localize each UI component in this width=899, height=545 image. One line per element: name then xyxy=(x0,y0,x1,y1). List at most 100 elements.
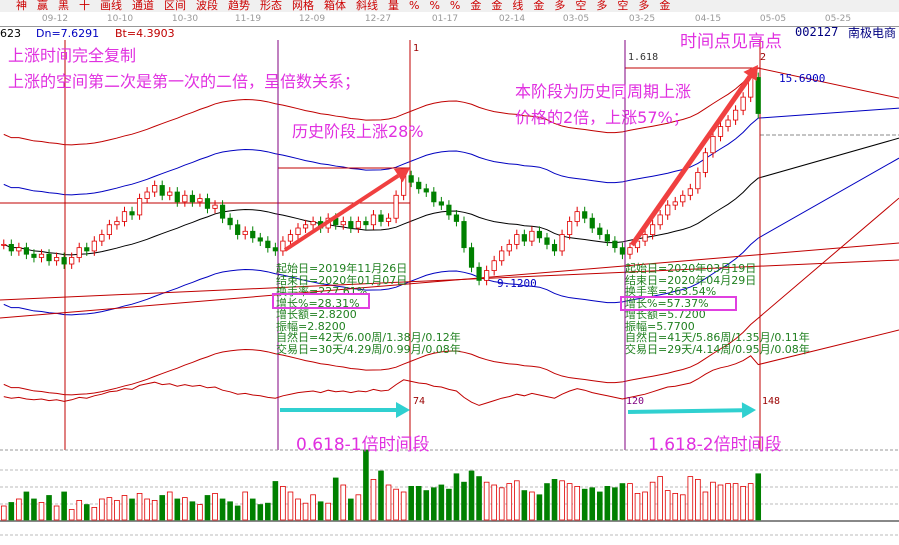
candle xyxy=(657,214,663,226)
candle xyxy=(484,270,490,281)
marker-1: 1 xyxy=(413,43,420,54)
volume-bar xyxy=(642,491,648,521)
volume-bar xyxy=(31,498,37,521)
stat-start: 起始日=2020年03月19日 xyxy=(625,262,757,275)
toolbar-tool-icon[interactable]: 趋势 xyxy=(228,0,250,12)
toolbar-tool-icon[interactable]: 空 xyxy=(617,0,629,12)
toolbar-tool-icon[interactable]: % xyxy=(449,0,461,12)
candle xyxy=(114,221,120,226)
candle xyxy=(129,211,135,216)
toolbar-tool-icon[interactable]: % xyxy=(409,0,420,12)
volume-bar xyxy=(695,478,701,521)
stat-amount: 增长额=5.7200 xyxy=(625,308,706,321)
date-tick: 01-17 xyxy=(431,14,459,24)
toolbar-tool-icon[interactable]: 黑 xyxy=(58,0,69,12)
toolbar-tool-icon[interactable]: 多 xyxy=(554,0,566,12)
toolbar-tool-icon[interactable]: 画线 xyxy=(100,0,122,12)
volume-bar xyxy=(114,499,120,521)
rise-arrow-1-head xyxy=(393,168,410,183)
candle xyxy=(408,175,414,183)
candle xyxy=(1,243,7,246)
candle xyxy=(627,247,633,255)
toolbar-tool-icon[interactable]: 金 xyxy=(470,0,482,12)
candle xyxy=(84,247,90,252)
candle xyxy=(242,230,248,235)
volume-bar xyxy=(740,485,746,521)
volume-bar xyxy=(710,481,716,521)
volume-bar xyxy=(257,504,264,521)
volume-bar xyxy=(378,470,384,521)
candle xyxy=(106,224,112,235)
volume-bar xyxy=(265,502,271,521)
marker-1618: 1.618 xyxy=(628,52,659,63)
volume-bar xyxy=(446,488,452,521)
candle xyxy=(144,191,150,199)
volume-bar xyxy=(91,506,98,521)
volume-bar xyxy=(627,483,633,521)
volume-bar xyxy=(732,483,739,521)
volume-bar xyxy=(16,498,22,521)
stat-amplitude: 振幅=5.7700 xyxy=(625,319,695,333)
volume-bar xyxy=(604,485,611,521)
stat-turnover: 换手率=227.61% xyxy=(276,285,368,298)
toolbar-tool-icon[interactable]: 通道 xyxy=(132,0,154,12)
toolbar-tool-icon[interactable]: 网格 xyxy=(292,0,314,12)
toolbar-tool-icon[interactable]: 多 xyxy=(638,0,650,12)
volume-bar xyxy=(272,481,279,521)
candle xyxy=(695,171,701,190)
date-axis: 09-12 10-10 10-30 11-19 12-09 12-27 01-17 02-14… xyxy=(0,12,899,27)
candle xyxy=(159,185,165,196)
toolbar-tool-icon[interactable]: 斜线 xyxy=(356,0,378,12)
stat-natural-days: 自然日=41天/5.86周/1.35月/0.11年 xyxy=(625,331,810,344)
stat-natural-days: 自然日=42天/6.00周/1.38月/0.12年 xyxy=(276,331,461,344)
date-tick: 10-30 xyxy=(171,14,199,24)
toolbar-tool-icon[interactable]: 形态 xyxy=(260,0,282,12)
candle xyxy=(499,250,505,262)
volume-bar xyxy=(151,499,158,521)
volume-bar xyxy=(476,476,482,521)
candle xyxy=(589,217,595,229)
candle xyxy=(423,188,429,193)
candle xyxy=(257,237,263,242)
stat-start: 起始日=2019年11月26日 xyxy=(276,262,408,275)
count-148: 148 xyxy=(762,396,781,407)
candle xyxy=(16,247,22,252)
toolbar-tool-icon[interactable]: 赢 xyxy=(37,0,48,12)
volume-bar xyxy=(679,494,686,521)
toolbar-tool-icon[interactable]: 神 xyxy=(16,0,27,12)
toolbar-tool-icon[interactable]: 空 xyxy=(575,0,587,12)
toolbar-tool-icon[interactable]: 区间 xyxy=(164,0,186,12)
volume-bar xyxy=(340,484,347,521)
volume-bar xyxy=(431,487,437,521)
toolbar-tool-icon[interactable]: 线 xyxy=(512,0,524,12)
volume-bar xyxy=(672,492,679,521)
candle xyxy=(672,201,678,206)
stat-trading-days: 交易日=29天/4.14周/0.95月/0.08年 xyxy=(625,342,810,356)
toolbar-tool-icon[interactable]: 波段 xyxy=(196,0,218,12)
toolbar-tool-icon[interactable]: % xyxy=(429,0,440,12)
candle xyxy=(363,221,369,226)
annotation-history-rise: 历史阶段上涨28% xyxy=(292,122,424,141)
time-arrow-2 xyxy=(627,408,743,414)
volume-bar xyxy=(106,497,113,521)
toolbar-tool-icon[interactable]: 金 xyxy=(659,0,671,12)
volume-bar xyxy=(242,491,248,521)
toolbar-tool-icon[interactable]: 多 xyxy=(596,0,608,12)
candle xyxy=(310,221,316,226)
volume-bar xyxy=(717,484,724,521)
band-upper-inner xyxy=(3,107,899,196)
trend-line xyxy=(0,259,899,301)
toolbar-tool-icon[interactable]: 金 xyxy=(491,0,503,12)
toolbar-tool-icon[interactable]: 十 xyxy=(79,0,90,12)
annotation-current-rise-1: 本阶段为历史同周期上涨 xyxy=(515,82,692,101)
candle xyxy=(61,257,67,265)
volume-bar xyxy=(461,481,467,521)
toolbar-tool-icon[interactable]: 量 xyxy=(388,0,399,12)
volume-bar xyxy=(219,498,226,521)
toolbar-tool-icon[interactable]: 金 xyxy=(533,0,545,12)
candle xyxy=(717,126,724,137)
toolbar-tool-icon[interactable]: 箱体 xyxy=(324,0,346,12)
volume-bar xyxy=(581,488,588,521)
volume-bar xyxy=(61,491,67,521)
